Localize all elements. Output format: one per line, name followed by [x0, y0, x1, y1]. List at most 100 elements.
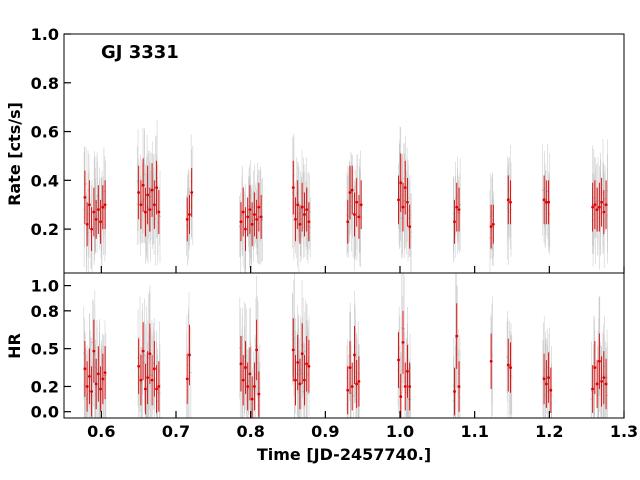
hr-data-point	[595, 382, 599, 386]
hr-fine-point	[544, 380, 546, 382]
rate-data-point	[453, 220, 456, 224]
x-tick-label: 1.3	[610, 422, 638, 441]
rate-fine-point	[546, 190, 549, 192]
hr-fine-point	[252, 388, 255, 390]
rate-data-point	[148, 208, 152, 211]
rate-data-point	[348, 191, 352, 194]
hr-y-tick-label: 0.2	[31, 377, 59, 396]
hr-fine-point	[147, 356, 150, 359]
rate-fine-point	[155, 181, 157, 183]
hr-data-point	[457, 385, 461, 388]
hr-data-point	[593, 366, 597, 369]
hr-fine-point	[590, 390, 592, 392]
rate-data-point	[94, 217, 98, 221]
x-tick-label: 1.1	[460, 422, 488, 441]
hr-fine-point	[491, 355, 494, 357]
hr-data-point	[155, 387, 158, 391]
hr-fine-point	[239, 347, 241, 349]
rate-fine-point	[352, 212, 354, 214]
hr-fine-point	[241, 370, 243, 373]
hr-data-point	[544, 382, 548, 386]
hr-fine-point	[105, 374, 107, 376]
rate-fine-point	[346, 214, 348, 216]
rate-data-point	[248, 208, 252, 211]
hr-y-tick-label: 0.8	[31, 302, 59, 321]
hr-fine-point	[454, 337, 457, 339]
hr-data-point	[403, 385, 407, 388]
rate-fine-point	[101, 200, 103, 202]
rate-fine-point	[489, 215, 491, 217]
hr-data-point	[294, 378, 297, 382]
rate-data-point	[188, 213, 191, 216]
hr-fine-point	[243, 356, 246, 358]
hr-y-ticks: 0.0 0.2 0.5 0.8 1.0	[31, 277, 71, 422]
rate-fine-point	[508, 197, 510, 199]
rate-data-point	[397, 198, 400, 202]
hr-data-point	[185, 377, 189, 381]
hr-data-point	[241, 378, 245, 382]
rate-data-point	[83, 195, 87, 199]
hr-data-point	[253, 385, 256, 388]
rate-data-point	[241, 210, 245, 214]
hr-fine-point	[304, 350, 306, 352]
rate-data-point	[401, 205, 405, 209]
chart-title: GJ 3331	[101, 42, 179, 63]
rate-fine-point	[296, 192, 298, 194]
rate-data-point	[600, 200, 603, 204]
hr-fine-point	[606, 377, 608, 379]
rate-data-point	[99, 220, 102, 224]
rate-panel: 0.2 0.4 0.6 0.8 1.0 GJ 3331 Rate [cts/s]	[5, 25, 625, 274]
rate-fine-errorbars	[83, 119, 609, 273]
hr-data-point	[94, 382, 98, 386]
rate-fine-point	[248, 205, 250, 207]
hr-panel: 0.0 0.2 0.5 0.8 1.0 0.6 0.7 0.8 0.9 1.0 1.1 1.2 1.3…	[5, 272, 638, 464]
rate-data-point	[85, 222, 89, 226]
hr-fine-point	[248, 388, 250, 390]
rate-fine-point	[192, 194, 194, 197]
hr-fine-point	[141, 355, 143, 357]
rate-data-point	[96, 208, 100, 211]
rate-fine-point	[506, 207, 508, 209]
hr-fine-point	[405, 391, 407, 393]
rate-fine-point	[187, 210, 189, 212]
rate-data-point	[542, 198, 546, 202]
hr-fine-point	[297, 373, 300, 376]
hr-fine-point	[150, 374, 152, 376]
hr-data-point	[250, 397, 254, 401]
hr-fine-point	[506, 356, 508, 358]
rate-data-point	[246, 215, 250, 219]
hr-data-point	[298, 382, 302, 386]
hr-fine-point	[103, 374, 105, 377]
hr-data-point	[85, 385, 89, 388]
hr-fine-point	[410, 398, 412, 400]
hr-fine-point	[550, 403, 553, 405]
rate-data-point	[244, 227, 247, 231]
hr-fine-point	[139, 353, 141, 355]
hr-fine-point	[511, 376, 513, 379]
hr-data-point	[246, 385, 250, 388]
hr-fine-errorbars	[83, 273, 608, 418]
hr-data-point	[303, 378, 306, 382]
rate-data-point	[357, 215, 361, 219]
rate-data-point	[90, 227, 94, 231]
rate-data-point	[457, 208, 461, 211]
rate-data-point	[307, 220, 311, 224]
rate-fine-point	[298, 229, 300, 231]
rate-data-point	[403, 186, 407, 190]
hr-fine-point	[190, 371, 192, 374]
x-tick-label: 0.7	[162, 422, 190, 441]
hr-data-point	[348, 366, 352, 369]
rate-data-point	[253, 213, 256, 216]
hr-data-point	[244, 366, 247, 369]
rate-data-point	[547, 200, 550, 204]
hr-fine-point	[156, 392, 158, 394]
rate-fine-point	[604, 198, 606, 200]
rate-data-point	[157, 210, 161, 214]
rate-data-point	[143, 210, 147, 214]
rate-data-point	[139, 203, 143, 207]
rate-data-point	[350, 188, 354, 192]
hr-data-point	[489, 359, 493, 363]
rate-data-point	[152, 203, 156, 207]
rate-data-point	[146, 193, 150, 197]
